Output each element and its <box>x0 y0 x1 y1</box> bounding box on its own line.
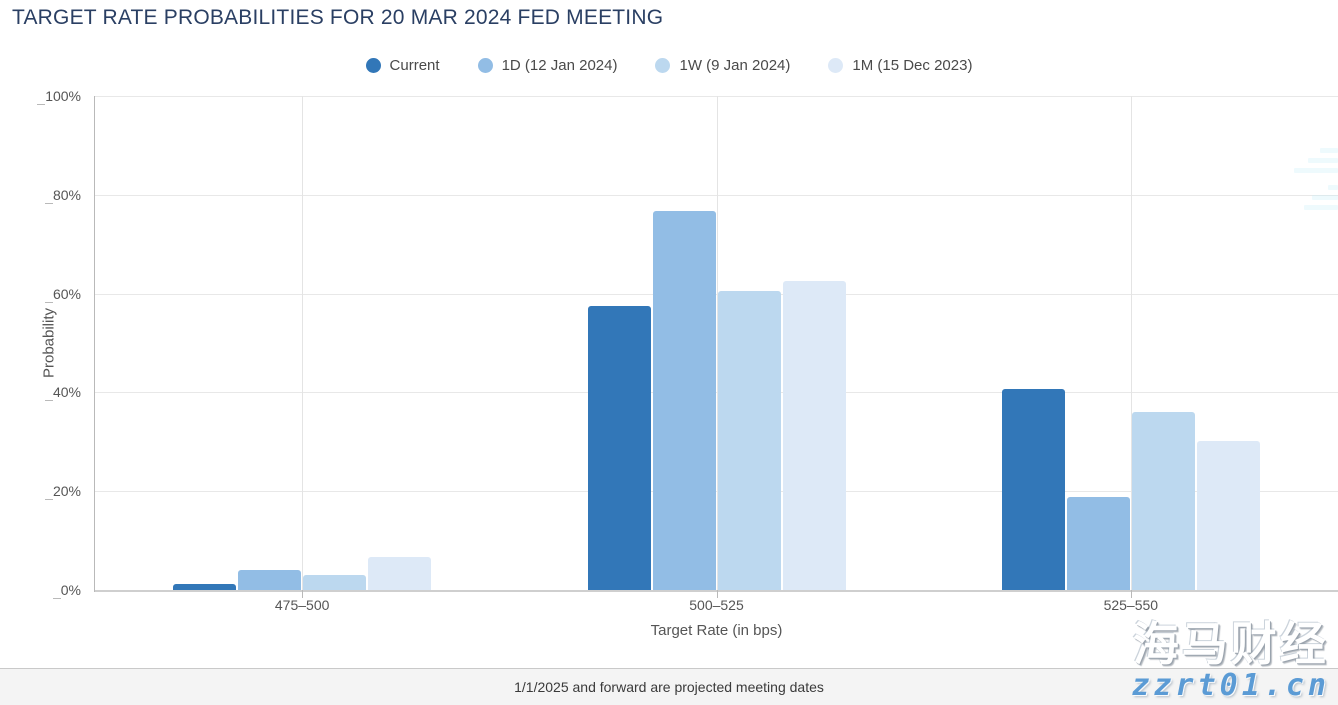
legend-swatch-icon <box>365 58 381 73</box>
footer-note: 1/1/2025 and forward are projected meeti… <box>514 679 824 695</box>
legend-swatch-icon <box>477 58 493 73</box>
bar[interactable] <box>782 280 846 590</box>
chart-legend: Current 1D (12 Jan 2024) 1W (9 Jan 2024) 1M… <box>0 57 1338 74</box>
x-tick-mark <box>302 590 304 598</box>
legend-swatch-icon <box>828 58 844 73</box>
y-axis-line <box>94 96 95 592</box>
x-tick-mark <box>716 590 718 598</box>
legend-item[interactable]: 1M (15 Dec 2023) <box>828 57 972 74</box>
legend-item-label: 1M (15 Dec 2023) <box>852 57 973 74</box>
y-tick-mark <box>44 499 53 501</box>
legend-item[interactable]: 1D (12 Jan 2024) <box>477 57 618 74</box>
bar[interactable] <box>717 291 781 590</box>
y-tick-label: 60% <box>44 286 89 303</box>
legend-item-label: 1D (12 Jan 2024) <box>501 57 618 74</box>
y-tick-label: 0% <box>52 582 89 599</box>
y-tick-mark <box>44 400 53 402</box>
y-tick-label: 40% <box>44 384 89 402</box>
bar[interactable] <box>1196 440 1260 590</box>
bar[interactable] <box>238 569 302 590</box>
category-gridline <box>302 96 304 590</box>
y-tick-mark <box>52 598 61 599</box>
category-gridline <box>716 96 718 590</box>
y-axis-title-holder: Probability <box>4 96 58 590</box>
bar[interactable] <box>1066 497 1130 590</box>
bar[interactable] <box>587 306 651 590</box>
legend-item[interactable]: Current <box>365 57 440 74</box>
x-axis-title: Target Rate (in bps) <box>650 622 783 639</box>
legend-item[interactable]: 1W (9 Jan 2024) <box>655 57 790 74</box>
y-tick-mark <box>37 104 46 105</box>
y-tick-label: 80% <box>44 187 89 204</box>
footer-bar: 1/1/2025 and forward are projected meeti… <box>0 668 1338 705</box>
x-tick-label: 525–550 <box>1103 597 1159 613</box>
y-tick-label: 20% <box>44 483 89 501</box>
legend-item-label: Current <box>389 57 440 74</box>
x-tick-label: 475–500 <box>274 597 330 613</box>
y-tick-mark <box>44 301 53 303</box>
legend-swatch-icon <box>655 58 671 73</box>
x-tick-label: 500–525 <box>689 597 744 613</box>
y-tick-label: 100% <box>37 88 89 105</box>
category-gridline <box>1130 96 1132 590</box>
bar[interactable] <box>1001 388 1065 590</box>
y-tick-mark <box>44 202 53 204</box>
bar[interactable] <box>368 557 432 590</box>
bar[interactable] <box>1131 411 1195 590</box>
plot-canvas <box>95 96 1338 592</box>
bar[interactable] <box>303 574 367 590</box>
tooltip-artifact <box>1292 143 1338 210</box>
x-tick-mark <box>1130 590 1132 598</box>
bar[interactable] <box>173 584 237 590</box>
y-axis-title: Probability <box>40 307 58 379</box>
legend-item-label: 1W (9 Jan 2024) <box>679 57 791 74</box>
bar[interactable] <box>652 210 716 590</box>
page-title: TARGET RATE PROBABILITIES FOR 20 MAR 202… <box>12 6 664 29</box>
